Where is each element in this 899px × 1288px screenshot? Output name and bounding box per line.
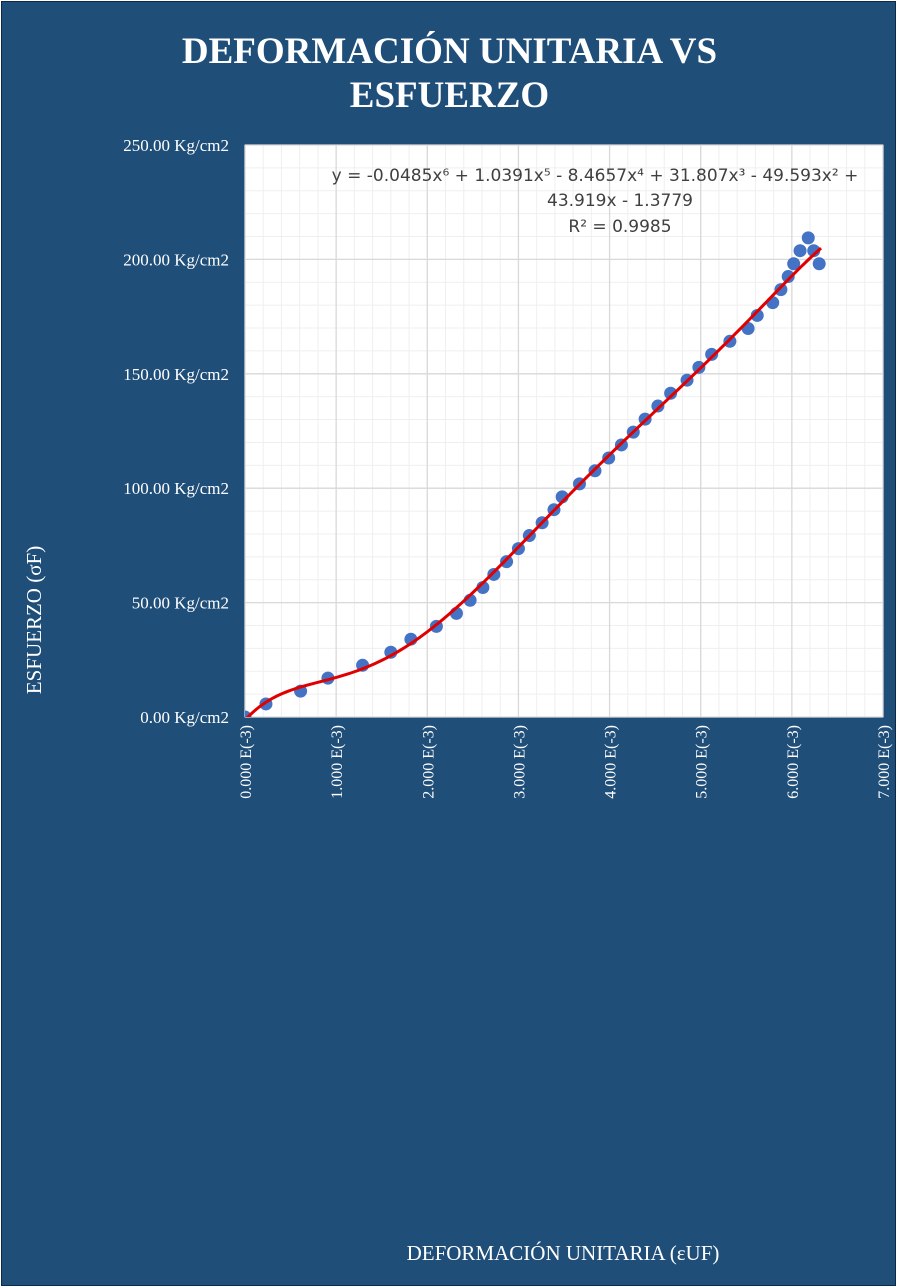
x-tick-labels: 0.000 E(-3) 1.000 E(-3) 2.000 E(-3) 3.000 E… (238, 725, 893, 799)
y-tick-label: 0.00 Kg/cm2 (140, 708, 229, 727)
data-point (774, 283, 788, 297)
x-tick-label: 1.000 E(-3) (329, 725, 346, 799)
x-tick-label: 6.000 E(-3) (785, 725, 802, 799)
data-point (781, 270, 795, 284)
x-tick-label: 0.000 E(-3) (238, 725, 255, 799)
data-point (787, 257, 801, 271)
chart-title-line-1: DEFORMACIÓN UNITARIA VS (181, 31, 718, 72)
y-tick-labels: 0.00 Kg/cm2 50.00 Kg/cm2 100.00 Kg/cm2 150.… (123, 136, 229, 727)
x-axis-title: DEFORMACIÓN UNITARIA (εUF) (407, 1241, 720, 1265)
y-axis-title: ESFUERZO (σF) (22, 546, 46, 694)
x-tick-label: 7.000 E(-3) (876, 725, 893, 799)
data-point (487, 567, 501, 581)
data-point (807, 244, 821, 258)
y-tick-label: 200.00 Kg/cm2 (123, 250, 229, 269)
trendline-equation-line-1: y = -0.0485x⁶ + 1.0391x⁵ - 8.4657x⁴ + 31… (332, 166, 859, 186)
y-tick-label: 150.00 Kg/cm2 (123, 365, 229, 384)
x-tick-label: 3.000 E(-3) (511, 725, 528, 799)
plot-area (244, 144, 884, 718)
major-gridlines (244, 144, 884, 718)
chart-title: DEFORMACIÓN UNITARIA VS ESFUERZO (0, 30, 899, 118)
data-point (602, 451, 616, 465)
data-point (801, 231, 815, 245)
x-tick-label: 2.000 E(-3) (420, 725, 437, 799)
y-tick-label: 250.00 Kg/cm2 (123, 136, 229, 155)
chart-title-line-2: ESFUERZO (349, 75, 550, 116)
x-tick-label: 4.000 E(-3) (603, 725, 620, 799)
data-point (692, 360, 706, 374)
data-point (750, 308, 764, 322)
data-point (664, 386, 678, 400)
x-tick-label: 5.000 E(-3) (694, 725, 711, 799)
y-tick-label: 50.00 Kg/cm2 (132, 594, 229, 613)
trendline-r-squared: R² = 0.9985 (568, 217, 671, 237)
data-point (705, 347, 719, 361)
y-tick-label: 100.00 Kg/cm2 (123, 479, 229, 498)
data-point (651, 399, 665, 413)
data-point (500, 555, 514, 569)
trendline-equation-line-2: 43.919x - 1.3779 (547, 191, 693, 211)
data-point (812, 257, 826, 271)
data-point (793, 244, 807, 258)
polynomial-trendline (245, 246, 823, 717)
